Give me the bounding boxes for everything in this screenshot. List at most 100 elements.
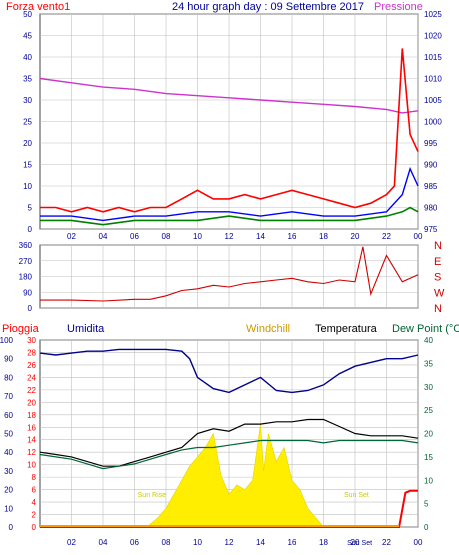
rain-tick: 30 (27, 336, 36, 345)
wind-left-label: Forza vento1 (6, 1, 70, 13)
pressure-right-label: Pressione (374, 1, 423, 13)
wind-x-tick: 06 (130, 232, 139, 241)
solar-area (146, 424, 325, 528)
wind-left-tick: 35 (23, 75, 32, 84)
humidity-tick: 0 (9, 523, 14, 532)
wind-x-tick: 08 (162, 232, 171, 241)
wind-x-tick: 16 (288, 232, 297, 241)
temp-x-tick: 08 (162, 538, 171, 547)
temp-tick: 40 (424, 336, 433, 345)
rain-tick: 28 (27, 348, 36, 357)
wind-x-tick: 02 (67, 232, 76, 241)
wind-left-tick: 50 (23, 10, 32, 19)
pressure-right-tick: 985 (424, 182, 438, 191)
gust-line (40, 166, 419, 222)
rain-tick: 6 (32, 486, 37, 495)
rain-tick: 2 (32, 511, 37, 520)
temp-tick: 5 (424, 500, 429, 509)
avg-wind-line (40, 206, 419, 226)
wind-x-tick: 14 (256, 232, 265, 241)
wind-left-tick: 15 (23, 161, 32, 170)
wind-x-tick: 04 (99, 232, 108, 241)
rain-tick: 14 (27, 436, 36, 445)
temp-tick: 25 (424, 406, 433, 415)
rain-tick: 10 (27, 461, 36, 470)
temp-tick: 30 (424, 383, 433, 392)
wind-left-tick: 30 (23, 96, 32, 105)
direction-left-tick: 180 (19, 273, 33, 282)
temperature-line (39, 418, 419, 467)
temp-x-tick: 20 (351, 538, 360, 547)
wind-x-tick: 18 (319, 232, 328, 241)
temp-x-tick: 22 (382, 538, 391, 547)
temp-x-tick: 16 (288, 538, 297, 547)
temp-x-tick: 10 (193, 538, 202, 547)
rain-tick: 16 (27, 423, 36, 432)
rain-tick: 22 (27, 386, 36, 395)
temp-x-tick: 14 (256, 538, 265, 547)
pressure-right-tick: 1005 (424, 96, 442, 105)
now-marker: Sun Set (347, 540, 372, 547)
humidity-tick: 80 (4, 373, 13, 382)
wind-left-tick: 45 (23, 32, 32, 41)
pressure-right-tick: 1010 (424, 75, 442, 84)
direction-left-tick: 90 (23, 288, 32, 297)
temp-tick: 35 (424, 359, 433, 368)
direction-compass-label: N (434, 240, 442, 252)
temp-tick: 15 (424, 453, 433, 462)
windchill-label: Windchill (246, 323, 290, 335)
rain-tick: 0 (32, 523, 37, 532)
temp-x-tick: 12 (225, 538, 234, 547)
wind-x-tick: 10 (193, 232, 202, 241)
pressure-right-tick: 1015 (424, 53, 442, 62)
pressure-right-tick: 995 (424, 139, 438, 148)
wind-left-tick: 25 (23, 118, 32, 127)
humidity-line (39, 348, 419, 394)
wind-left-tick: 40 (23, 53, 32, 62)
rain-tick: 20 (27, 398, 36, 407)
temp-x-tick: 04 (99, 538, 108, 547)
rain-tick: 8 (32, 473, 37, 482)
direction-compass-label: N (434, 303, 442, 315)
wind-left-tick: 5 (28, 204, 33, 213)
wind-left-tick: 0 (28, 225, 33, 234)
rain-tick: 4 (32, 498, 37, 507)
wind-x-tick: 12 (225, 232, 234, 241)
sunset-annotation: Sun Set (344, 492, 369, 499)
pressure-right-tick: 990 (424, 161, 438, 170)
humidity-tick: 10 (4, 504, 13, 513)
temp-tick: 0 (424, 523, 429, 532)
sunrise-annotation: Sun Rise (138, 492, 167, 499)
rain-tick: 12 (27, 448, 36, 457)
humidity-tick: 20 (4, 486, 13, 495)
temp-x-tick: 02 (67, 538, 76, 547)
rain-tick: 24 (27, 373, 36, 382)
wind-x-tick: 00 (414, 232, 423, 241)
humidity-tick: 50 (4, 430, 13, 439)
temp-x-tick: 00 (414, 538, 423, 547)
dewpoint-label: Dew Point (°C (392, 323, 459, 335)
pressure-right-tick: 1000 (424, 118, 442, 127)
rain-tick: 18 (27, 411, 36, 420)
wind-line (40, 48, 419, 213)
humidity-label: Umidita (67, 323, 105, 335)
dewpoint-line (39, 439, 419, 470)
humidity-tick: 60 (4, 411, 13, 420)
temperature-label: Temperatura (315, 323, 378, 335)
wind-left-tick: 10 (23, 182, 32, 191)
rain-label: Pioggia (2, 323, 40, 335)
temp-x-tick: 18 (319, 538, 328, 547)
direction-left-tick: 0 (28, 304, 33, 313)
temp-tick: 10 (424, 476, 433, 485)
direction-left-tick: 270 (19, 257, 33, 266)
pressure-line (39, 77, 419, 114)
direction-compass-label: W (434, 287, 445, 299)
graph-title: 24 hour graph day : 09 Settembre 2017 (172, 1, 364, 13)
pressure-right-tick: 1020 (424, 32, 442, 41)
direction-compass-label: S (434, 272, 441, 284)
wind-x-tick: 20 (351, 232, 360, 241)
humidity-tick: 30 (4, 467, 13, 476)
humidity-tick: 40 (4, 448, 13, 457)
rain-tick: 26 (27, 361, 36, 370)
